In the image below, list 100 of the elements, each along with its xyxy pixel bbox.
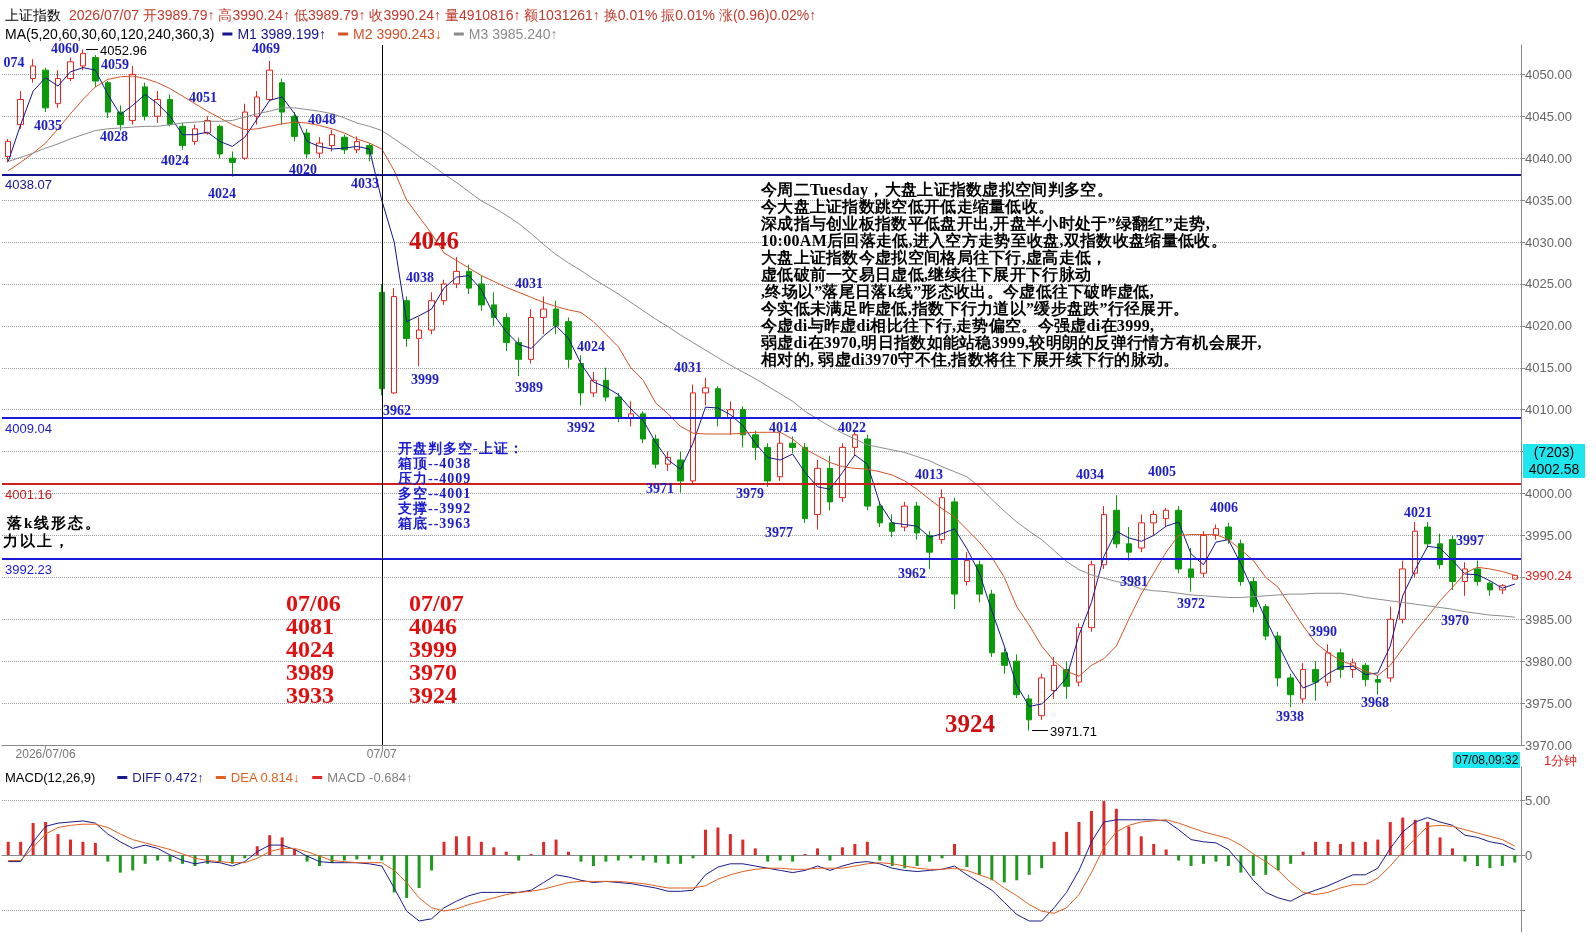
candlestick — [690, 384, 696, 486]
chart-title: 上证指数 — [5, 7, 61, 23]
annotation: 4034 — [1076, 467, 1104, 483]
candlestick — [939, 488, 945, 545]
text: 07/08,09:32 — [1453, 752, 1521, 768]
bar — [143, 855, 147, 864]
bar — [467, 836, 471, 855]
bar — [990, 855, 994, 881]
bar — [1226, 855, 1230, 866]
annotation: 3938 — [1276, 709, 1304, 725]
bar — [380, 855, 384, 861]
bar — [977, 855, 981, 875]
bar — [81, 841, 85, 855]
candlestick — [677, 451, 684, 494]
bar — [454, 836, 458, 855]
bar — [965, 855, 969, 868]
candlestick — [1275, 631, 1281, 687]
bar — [928, 855, 932, 862]
candlestick — [951, 497, 958, 610]
candlestick — [341, 134, 348, 155]
y-tick-label: 4015.00 — [1525, 360, 1572, 376]
bar — [342, 855, 346, 861]
candlestick — [217, 124, 223, 159]
annotation: 4046 — [409, 227, 459, 255]
legend-label: MACD -0.684↑ — [327, 770, 413, 785]
candlestick — [1126, 526, 1132, 562]
candlestick — [1213, 524, 1219, 541]
bar — [816, 848, 820, 855]
y-tick-label: 3975.00 — [1525, 695, 1572, 711]
legend-label: DEA 0.814↓ — [230, 770, 300, 785]
bar — [131, 855, 135, 871]
text: 4002.58 — [1523, 461, 1585, 478]
candlestick — [1038, 673, 1045, 721]
candlestick — [129, 65, 136, 126]
bar — [1276, 855, 1280, 871]
annotation: 3971.71 — [1050, 723, 1097, 739]
annotation: 4059 — [101, 57, 129, 73]
candlestick — [503, 312, 510, 352]
annotation: 4060 — [51, 41, 79, 57]
annotation: ,终场以”落尾日落k线”形态收出。今虚低往下破昨虚低, — [761, 283, 1154, 300]
bar — [778, 855, 782, 861]
bar — [591, 855, 595, 866]
bar — [940, 855, 944, 859]
candlestick — [877, 501, 883, 528]
bar — [1077, 822, 1081, 855]
candlestick — [1076, 622, 1082, 687]
y-tick-label: 3985.00 — [1525, 611, 1572, 627]
annotation: 3924 — [409, 682, 457, 708]
y-tick-label: 0 — [1525, 847, 1533, 863]
bar — [118, 855, 122, 873]
bar — [1363, 841, 1367, 855]
text: 1分钟 — [1544, 752, 1578, 770]
bar — [1202, 855, 1205, 864]
candlestick — [17, 90, 24, 130]
bar — [1139, 836, 1143, 855]
bar — [728, 834, 732, 855]
annotation: 深成指与创业板指数平低盘开出,开盘半小时处于”绿翻红”走势, — [761, 215, 1210, 232]
candlestick — [192, 124, 198, 146]
candlestick — [1474, 560, 1481, 587]
candlestick — [1312, 660, 1319, 702]
candlestick — [839, 442, 846, 503]
annotation: 074 — [3, 55, 25, 71]
bar — [1314, 841, 1318, 855]
bar — [1475, 855, 1479, 866]
annotation: 4035 — [34, 118, 62, 134]
candlestick — [864, 434, 871, 511]
candlestick — [777, 430, 783, 482]
candlestick — [553, 300, 559, 335]
legend-label: M3 3985.240↑ — [468, 26, 558, 42]
candlestick — [466, 264, 472, 295]
annotation: 10:00AM后回落走低,进入空方走势至收盘,双指数收盘缩量低收。 — [761, 232, 1227, 249]
bar — [106, 855, 110, 862]
candlestick — [565, 316, 572, 369]
candlestick — [1325, 643, 1331, 687]
bar — [367, 855, 371, 860]
candlestick — [67, 57, 74, 82]
candlestick — [1300, 662, 1306, 704]
candlestick — [329, 129, 335, 152]
annotation: 今虚di与昨虚di相比往下行,走势偏空。今强虚di在3999, — [761, 317, 1155, 334]
bar — [791, 855, 795, 862]
bar — [1102, 801, 1106, 855]
bar — [542, 841, 546, 855]
candlestick — [42, 67, 49, 113]
annotation: 4024 — [161, 153, 189, 169]
bar — [1376, 839, 1380, 855]
candlestick — [1163, 507, 1169, 528]
candlestick — [926, 530, 933, 570]
annotation: 3971 — [646, 481, 674, 497]
bar — [741, 839, 745, 855]
annotation: 3989 — [286, 659, 334, 685]
bar — [1438, 837, 1442, 855]
bar — [766, 855, 770, 862]
legend-label: M2 3990.243↓ — [353, 26, 442, 42]
annotation: 3962 — [383, 403, 411, 419]
bar — [915, 855, 919, 866]
candlestick — [889, 513, 895, 538]
candlestick — [5, 138, 11, 163]
bar — [492, 847, 496, 855]
candlestick — [453, 256, 460, 289]
bar — [952, 844, 956, 855]
